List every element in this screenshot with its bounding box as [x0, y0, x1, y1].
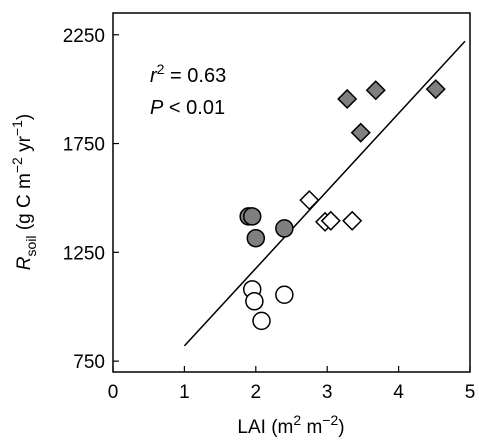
p-value-annotation: P < 0.01 — [150, 97, 225, 119]
data-point-diamond — [337, 88, 358, 110]
data-point-circle — [252, 311, 271, 331]
data-point-diamond — [365, 80, 386, 101]
data-points — [239, 79, 446, 331]
data-point-circle — [242, 207, 262, 226]
x-tick-label: 0 — [108, 382, 119, 403]
data-point-diamond — [425, 79, 446, 100]
x-tick-labels: 0 1 2 3 4 5 — [108, 382, 476, 403]
x-tick-label: 1 — [179, 382, 190, 403]
y-tick-label: 2250 — [63, 26, 105, 47]
data-point-circle — [246, 228, 266, 248]
x-tick-label: 2 — [251, 382, 262, 403]
y-tick-label: 1750 — [63, 135, 105, 156]
y-axis-title: Rsoil (g C m−2 yr−1) — [9, 114, 39, 270]
y-tick-label: 1250 — [63, 243, 105, 264]
y-tick-labels: 750 1250 1750 2250 — [63, 26, 105, 373]
x-tick-label: 4 — [393, 382, 404, 403]
data-point-circle — [245, 292, 264, 311]
data-point-diamond — [299, 190, 320, 211]
x-axis-title: LAI (m2 m−2) — [237, 412, 344, 438]
data-point-diamond — [350, 122, 371, 143]
r-squared-annotation: r2 = 0.63 — [150, 61, 226, 87]
plot-area — [112, 12, 471, 373]
data-point-diamond — [342, 210, 363, 231]
x-tick-label: 3 — [322, 382, 333, 403]
axis-ticks — [112, 34, 471, 372]
y-tick-label: 750 — [73, 352, 105, 373]
data-point-circle — [275, 285, 294, 305]
regression-line-group — [183, 40, 466, 347]
data-point-diamond — [320, 210, 341, 231]
regression-line — [183, 40, 466, 347]
data-point-circle — [275, 219, 294, 238]
x-tick-label: 5 — [465, 382, 476, 403]
